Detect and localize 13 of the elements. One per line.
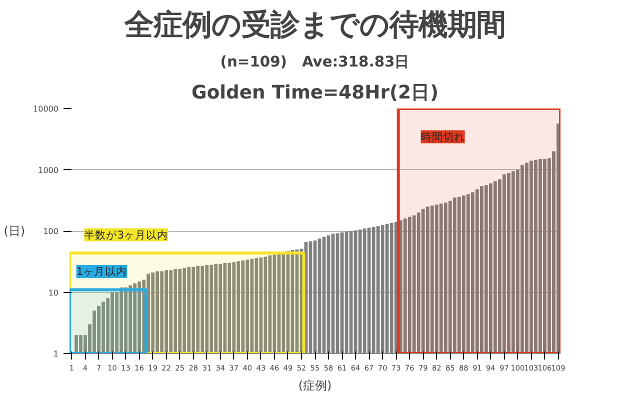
chart-subtitle: (n=109) Ave:318.83日 (220, 54, 410, 70)
y-tick-label: 1000 (38, 166, 58, 175)
band-label: 時間切れ (420, 130, 465, 144)
y-tick-label: 10 (48, 288, 59, 298)
y-tick-label: 100 (43, 227, 59, 236)
x-axis-title: (症例) (298, 378, 332, 392)
band-label: 半数が3ヶ月以内 (84, 228, 168, 242)
y-axis-title: (日) (4, 224, 26, 238)
y-tick-label: 1 (53, 350, 59, 358)
y-tick-label: 10000 (33, 104, 59, 114)
band-label: 1ヶ月以内 (76, 265, 128, 278)
text: Golden Time=48Hr(2日) (192, 82, 438, 104)
chart-title: 全症例の受診までの待機期間 (124, 8, 506, 42)
